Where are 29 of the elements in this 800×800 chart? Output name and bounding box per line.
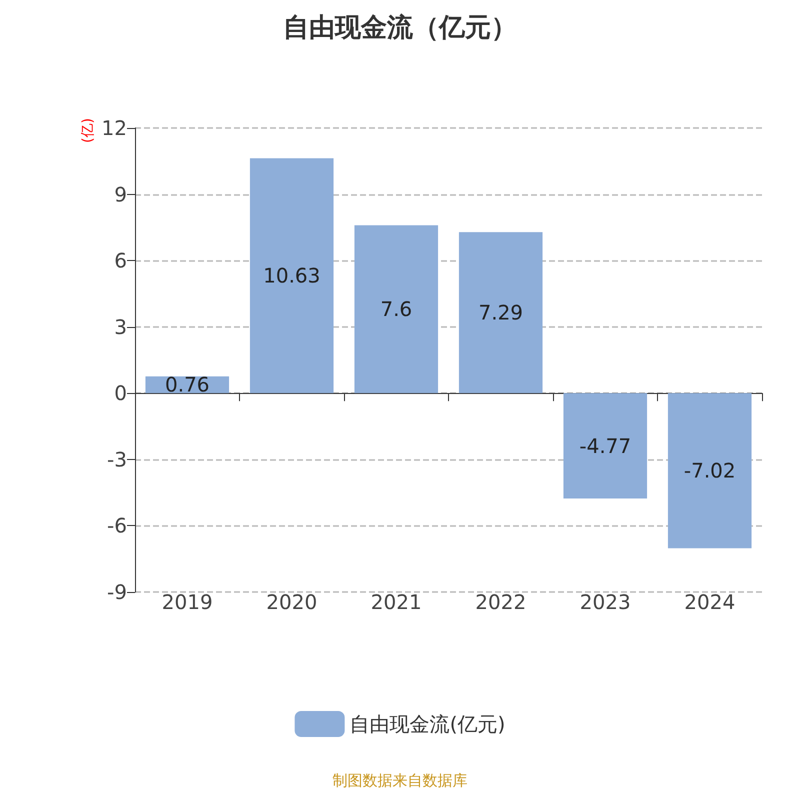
y-tick-label: -3	[107, 447, 127, 472]
y-tick-label: -6	[107, 514, 127, 538]
bar	[458, 232, 543, 394]
data-label: 7.6	[380, 297, 412, 322]
y-tick-label: 12	[102, 116, 127, 140]
x-tick-label: 2022	[475, 590, 526, 614]
x-tick-label: 2024	[684, 590, 736, 614]
y-tick-label: 3	[114, 314, 127, 339]
bar	[354, 225, 438, 394]
x-tick-label: 2019	[162, 590, 213, 614]
data-label: -4.77	[579, 434, 632, 458]
bar	[668, 393, 752, 548]
x-tick-label: 2023	[580, 590, 631, 614]
bar	[563, 393, 648, 499]
y-tick-label: -9	[107, 580, 127, 604]
y-tick-label: 0	[114, 381, 127, 406]
x-tick-label: 2020	[266, 590, 318, 614]
data-label: 7.29	[478, 300, 524, 325]
y-tick-label: 6	[114, 248, 127, 273]
data-label: 10.63	[263, 264, 320, 288]
y-tick-label: 9	[114, 182, 127, 206]
data-label: -7.02	[684, 458, 736, 483]
bar	[250, 158, 334, 394]
x-tick-label: 2021	[370, 590, 422, 614]
chart-title: 自由现金流（亿元）	[283, 13, 517, 43]
data-label: 0.76	[164, 372, 210, 397]
text: 制图数据来自数据库	[332, 772, 468, 790]
y-axis-title: (亿)	[80, 118, 96, 143]
legend-label: 自由现金流(亿元)	[350, 712, 506, 736]
